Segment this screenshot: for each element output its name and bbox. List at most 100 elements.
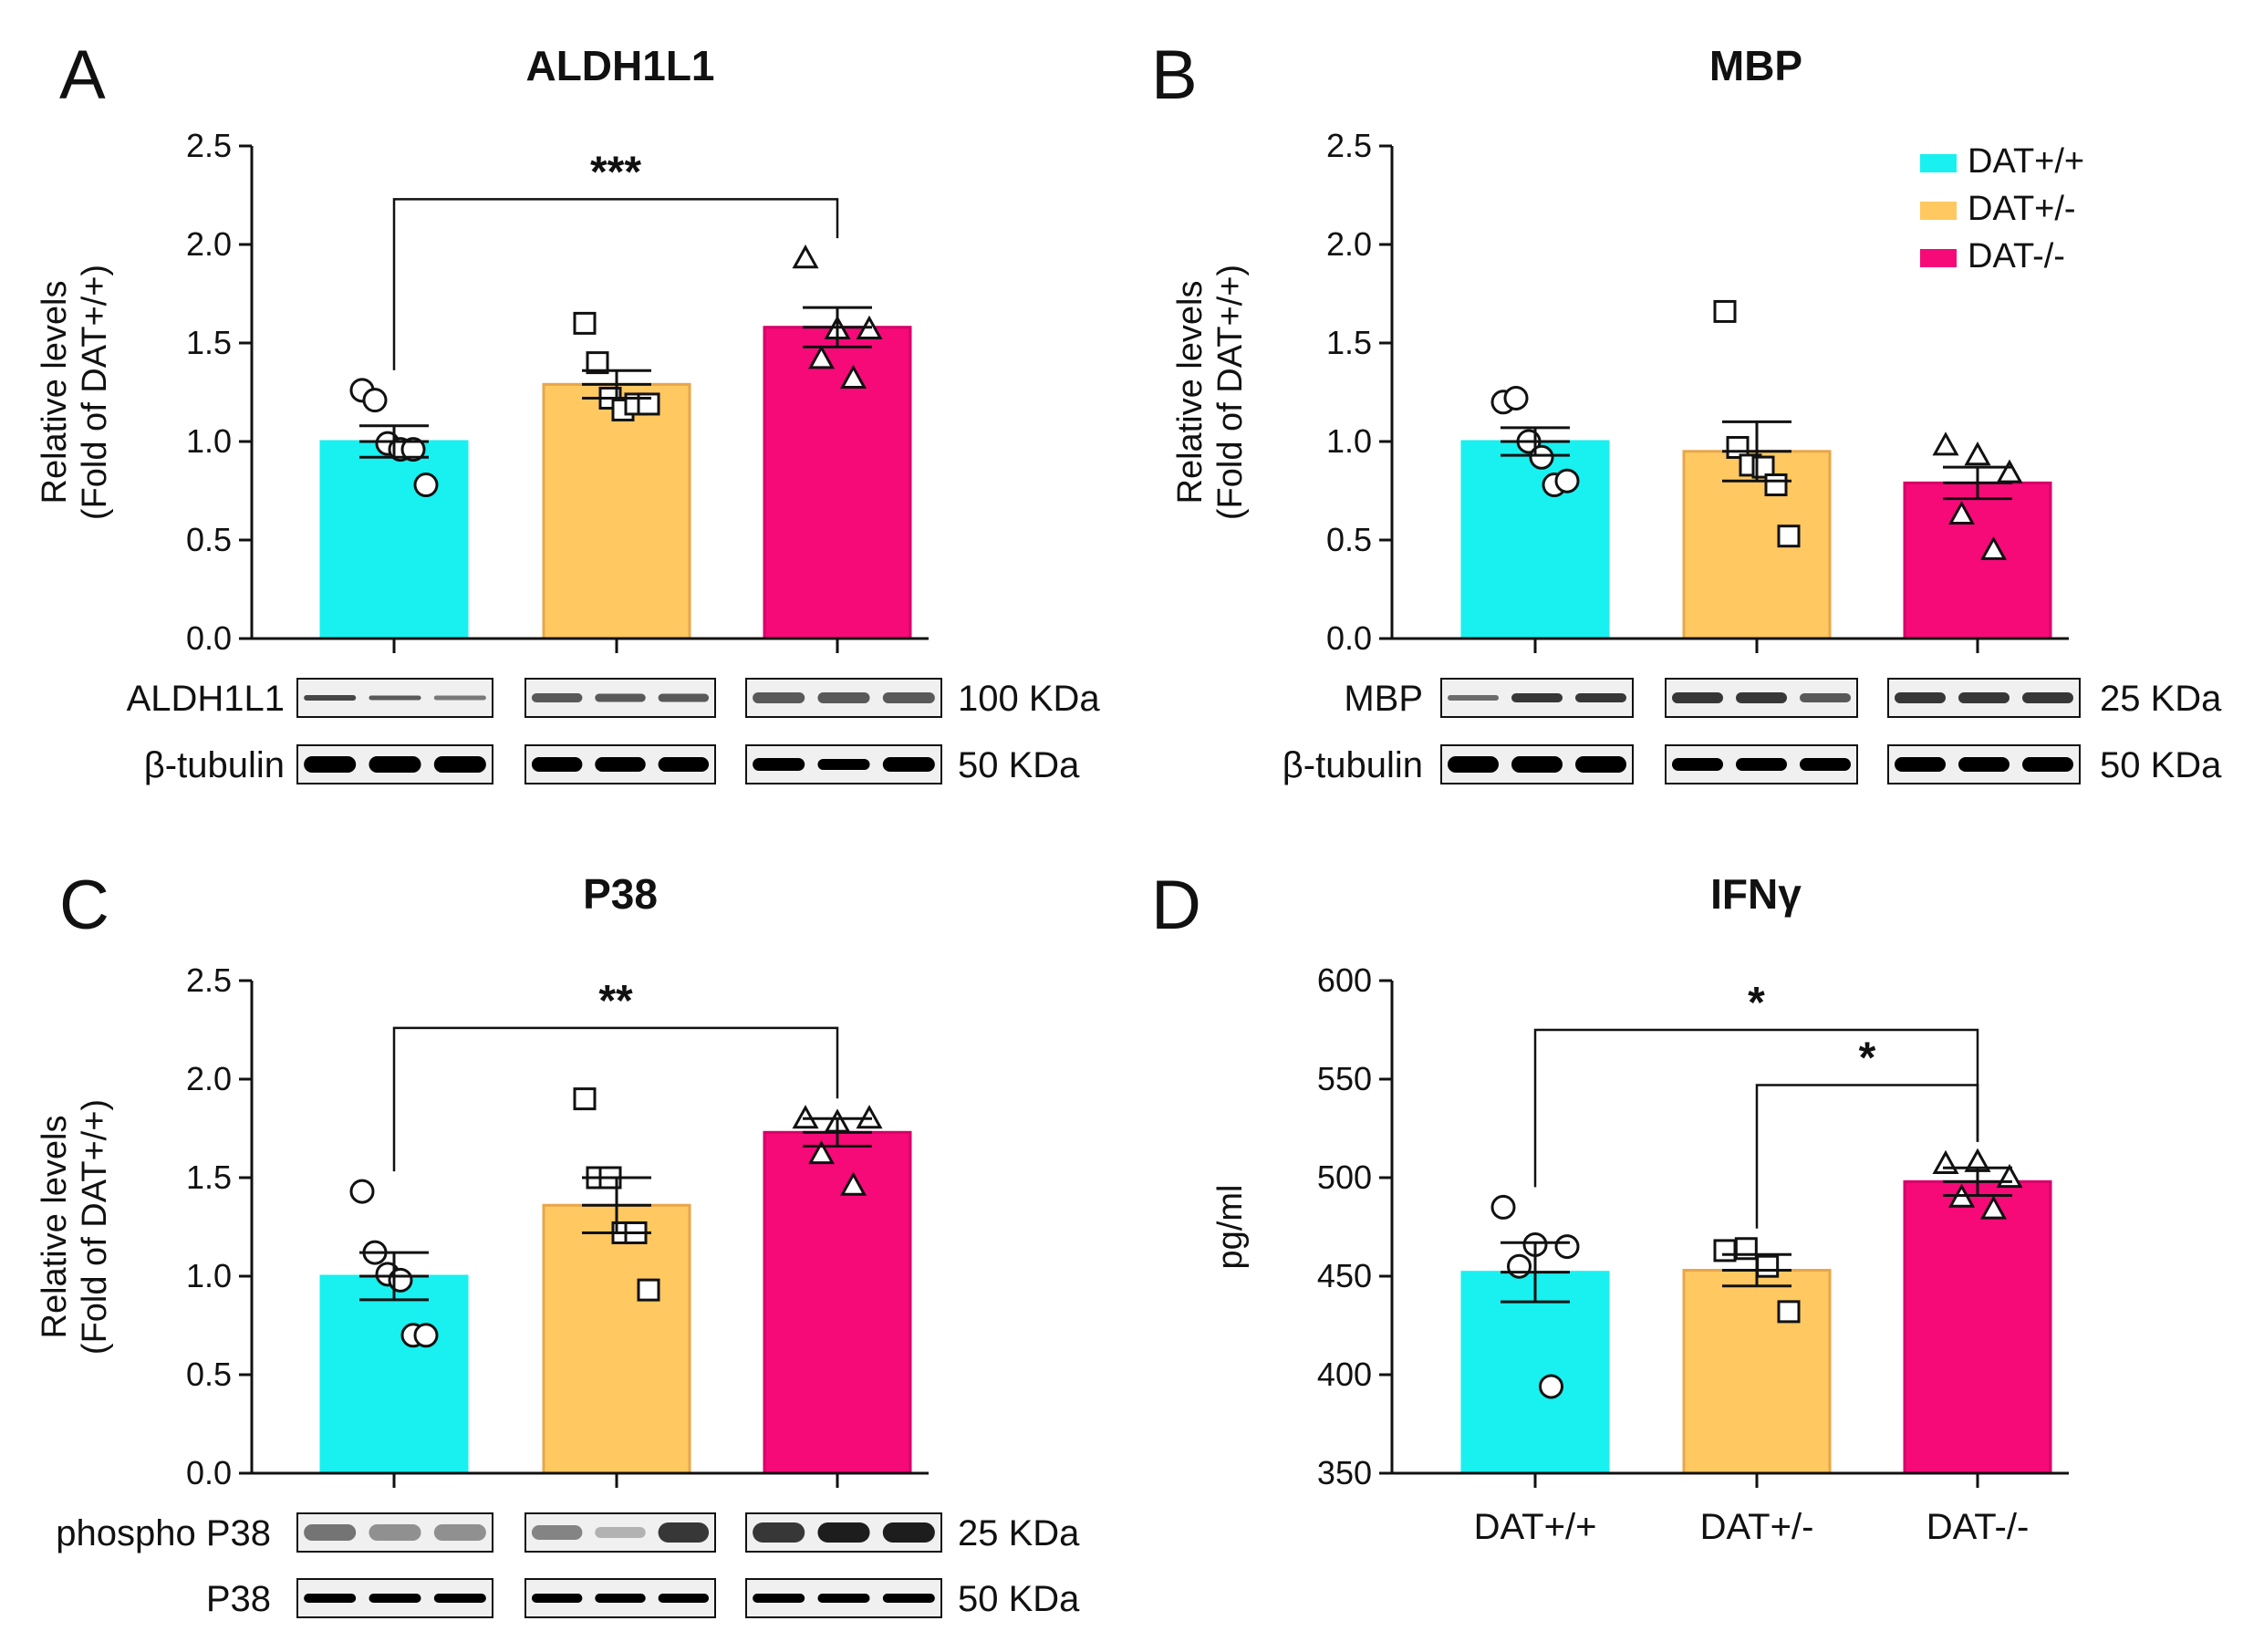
panel-c-ytick-label-1: 0.5 <box>186 1356 232 1393</box>
panel-a-blot-0-0-band-2 <box>433 695 486 701</box>
panel-c-blot-1-2-band-0 <box>753 1594 805 1603</box>
panel-a-blot-kda-0: 100 KDa <box>958 679 1100 719</box>
panel-a-bracket-0 <box>392 198 839 370</box>
panel-c-blot-1-1-band-0 <box>531 1594 583 1603</box>
panel-b-blot-0-0-band-1 <box>1511 693 1563 702</box>
panel-c-ytick-label-5: 2.5 <box>186 961 232 999</box>
panel-c-point-0-0 <box>349 1179 375 1204</box>
panel-a-point-0-1 <box>362 388 388 413</box>
panel-b-letter: B <box>1151 36 1198 114</box>
panel-a-blot-1-0-band-0 <box>304 756 357 773</box>
panel-b-bar-1 <box>1682 450 1832 640</box>
panel-a-bar-0 <box>319 440 469 640</box>
panel-b-point-2-2 <box>1996 459 2023 483</box>
panel-b-title: MBP <box>1709 42 1802 89</box>
panel-b-ytick-label-5: 2.5 <box>1326 127 1372 164</box>
panel-d-point-1-3 <box>1777 1300 1801 1324</box>
panel-c-title: P38 <box>583 870 658 918</box>
panel-b-blot-kda-1: 50 KDa <box>2100 745 2222 785</box>
panel-a-blot-kda-1: 50 KDa <box>958 745 1080 785</box>
panel-c-blot-0-2-band-1 <box>817 1522 870 1543</box>
panel-a-blot-1-2-band-2 <box>882 757 935 772</box>
legend-label-0: DAT+/+ <box>1968 142 2084 181</box>
panel-c-blot-0-1-band-1 <box>595 1527 646 1538</box>
panel-a-blot-0-1-band-2 <box>658 693 710 702</box>
panel-b-blot-0-2-band-0 <box>1895 692 1946 703</box>
panel-c-ylabel-line1: Relative levels <box>36 1116 74 1339</box>
panel-d-point-0-4 <box>1539 1374 1563 1399</box>
panel-c-ytick-label-3: 1.5 <box>186 1158 232 1196</box>
panel-b-blot-1-1-band-1 <box>1736 758 1787 771</box>
panel-c-blot-0-1-band-2 <box>658 1522 710 1543</box>
panel-c-letter: C <box>59 867 109 944</box>
panel-d-xtick-label-1: DAT+/- <box>1700 1507 1814 1547</box>
panel-b-blot-label-1: β-tubulin <box>1283 745 1423 785</box>
panel-b-blot-1-2-band-1 <box>1958 757 2010 772</box>
panel-c-blot-0-2-band-2 <box>882 1522 935 1543</box>
panel-a-bar-1 <box>542 382 691 640</box>
panel-a-blot-0-1-band-1 <box>595 693 646 702</box>
panel-a-point-1-1 <box>586 351 609 375</box>
panel-a-point-2-0 <box>792 244 819 269</box>
legend-swatch-1 <box>1920 202 1957 220</box>
panel-c-blot-1-2-band-2 <box>882 1594 935 1603</box>
panel-a-ylabel-line2: (Fold of DAT+/+) <box>76 265 114 520</box>
panel-a-ytick-label-1: 0.5 <box>186 521 232 558</box>
panel-c-point-1-5 <box>637 1278 660 1302</box>
panel-b-point-0-5 <box>1554 468 1580 494</box>
panel-b-point-0-1 <box>1503 385 1529 410</box>
panel-d-bar-1 <box>1682 1269 1832 1475</box>
panel-b-blot-1-2-band-0 <box>1895 757 1946 772</box>
panel-a-blot-0-2-band-2 <box>882 692 935 703</box>
panel-d-ytick-label-5: 600 <box>1317 961 1372 999</box>
panel-a-point-2-4 <box>839 364 867 389</box>
legend-label-1: DAT+/- <box>1968 190 2076 228</box>
panel-d-point-2-0 <box>1932 1149 1959 1174</box>
panel-c-blot-0-0-band-0 <box>304 1524 357 1541</box>
panel-d-title: IFNγ <box>1710 870 1802 918</box>
panel-c-bar-2 <box>763 1130 912 1475</box>
panel-b-blot-0-1-band-1 <box>1736 692 1787 703</box>
panel-c-blot-0-0-band-1 <box>369 1524 421 1541</box>
legend-swatch-0 <box>1920 154 1957 172</box>
panel-b-blot-1-1-band-2 <box>1800 758 1851 771</box>
panel-b-point-2-4 <box>1979 535 2008 560</box>
panel-b-bar-2 <box>1903 481 2052 640</box>
panel-c-blot-1-0-band-1 <box>369 1594 421 1603</box>
panel-a-point-0-4 <box>400 437 426 462</box>
panel-b-bar-0 <box>1460 440 1610 640</box>
panel-a-blot-0-0-band-0 <box>304 695 357 701</box>
panel-b-point-2-1 <box>1964 442 1991 466</box>
panel-c-ytick-label-4: 2.0 <box>186 1060 232 1097</box>
panel-c-blot-label-0: phospho P38 <box>56 1513 271 1553</box>
panel-c-blot-0-1-band-0 <box>531 1525 583 1540</box>
panel-a-blot-1-0-band-2 <box>433 756 486 773</box>
panel-b-blot-0-1-band-0 <box>1672 692 1723 703</box>
panel-c-ylabel-line2: (Fold of DAT+/+) <box>76 1099 114 1355</box>
panel-c-blot-1-2-band-1 <box>817 1594 870 1603</box>
panel-d-ytick-label-3: 500 <box>1317 1158 1372 1196</box>
panel-a-blot-label-1: β-tubulin <box>144 745 285 785</box>
panel-d-ytick-label-0: 350 <box>1317 1454 1372 1491</box>
panel-a-ytick-label-4: 2.0 <box>186 225 232 263</box>
panel-b-point-1-0 <box>1713 299 1737 323</box>
panel-c-ytick-label-2: 1.0 <box>186 1257 232 1294</box>
panel-c-point-0-5 <box>413 1323 439 1348</box>
panel-d-ylabel: pg/ml <box>1211 1185 1250 1270</box>
panel-d-point-2-2 <box>1996 1163 2023 1189</box>
panel-b-blot-1-0-band-0 <box>1448 756 1499 773</box>
panel-b-point-2-3 <box>1947 500 1976 525</box>
panel-a-blot-1-1-band-2 <box>658 757 710 772</box>
panel-b-point-1-4 <box>1764 473 1788 497</box>
panel-b-ytick-label-2: 1.0 <box>1326 422 1372 460</box>
panel-c-point-2-4 <box>839 1171 867 1196</box>
panel-a-blot-0-1-band-0 <box>531 693 583 702</box>
panel-a-blot-0-2-band-0 <box>753 692 805 703</box>
panel-a-point-2-3 <box>807 345 836 369</box>
panel-b-point-2-0 <box>1932 431 1959 456</box>
panel-a-blot-0-0-band-1 <box>369 695 421 701</box>
panel-c-blot-1-0-band-0 <box>304 1594 357 1603</box>
panel-a-point-0-5 <box>413 473 439 498</box>
panel-d-point-0-2 <box>1554 1234 1580 1260</box>
panel-b-point-1-5 <box>1777 525 1801 548</box>
